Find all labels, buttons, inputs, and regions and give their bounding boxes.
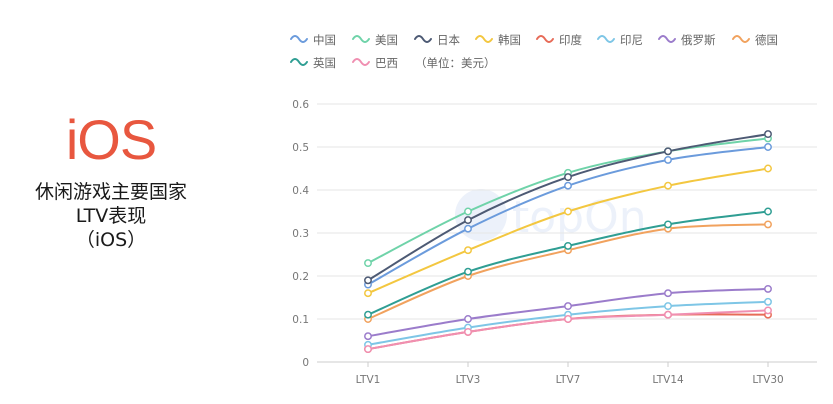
grid [317,103,817,363]
series-6 [364,284,772,341]
y-tick-label: 0.4 [292,185,309,197]
legend-wave-icon [290,58,308,66]
legend-label: 中国 [313,33,336,47]
y-tick-label: 0.6 [292,99,309,111]
y-tick-label: 0.2 [292,271,309,283]
legend-label: 印度 [559,33,582,47]
legend-wave-icon [414,35,432,43]
watermark-text: topOn [512,192,647,243]
y-tick-label: 0.3 [292,228,309,240]
data-point [664,147,672,156]
legend-label: 英国 [313,56,336,70]
data-point [664,302,672,311]
data-point [764,130,772,139]
data-point [764,284,772,293]
data-point [364,259,372,268]
title-panel: iOS 休闲游戏主要国家 LTV表现 （iOS） [0,110,222,252]
data-point [464,224,472,233]
x-tick-label: LTV30 [752,374,783,386]
data-point [664,310,672,319]
title-line-3: （iOS） [75,229,147,251]
legend-item[interactable]: 俄罗斯 [658,33,716,47]
data-point [364,310,372,319]
series-3 [364,164,772,298]
data-point [464,246,472,255]
title-line-1: 休闲游戏主要国家 [34,181,187,203]
data-point [664,289,672,298]
series-2 [364,130,772,285]
data-point [764,306,772,315]
data-point [564,173,572,182]
data-point [364,289,372,298]
data-point [464,267,472,276]
data-point [764,297,772,306]
data-point [564,315,572,323]
y-axis: 0 0.1 0.2 0.3 0.4 0.5 0.6 [292,99,309,369]
data-point [564,302,572,311]
watermark: topOn [455,189,647,243]
data-point [464,315,472,323]
y-tick-label: 0 [302,357,309,369]
legend-unit-note: （单位：美元） [415,56,496,70]
x-tick-label: LTV7 [556,374,581,386]
series-5 [364,297,772,349]
data-point [464,327,472,336]
title-line-2: LTV表现 [75,205,147,227]
y-tick-label: 0.5 [292,142,309,154]
legend-wave-icon [658,35,676,43]
legend-wave-icon [352,58,370,66]
data-point [764,164,772,173]
series-9 [364,306,772,354]
legend-label: 德国 [755,33,778,47]
ios-logo: iOS [65,108,157,171]
x-tick-label: LTV1 [356,374,381,386]
chart-title: 休闲游戏主要国家 LTV表现 （iOS） [0,180,222,252]
series-8 [364,207,772,319]
data-point [364,345,372,354]
data-point [764,207,772,216]
legend-item[interactable]: 德国 [732,33,778,47]
data-point [564,241,572,250]
x-tick-label: LTV3 [456,374,481,386]
data-point [364,276,372,285]
data-point [364,332,372,341]
legend-item[interactable]: 巴西 [352,56,398,70]
x-axis: LTV1 LTV3 LTV7 LTV14 LTV30 [356,362,784,386]
legend-label: 美国 [375,33,398,47]
data-point [764,220,772,229]
legend-label: 日本 [437,33,460,47]
legend-wave-icon [290,35,308,43]
legend-wave-icon [732,35,750,43]
series-lines [364,130,772,354]
data-point [664,220,672,229]
legend-wave-icon [597,35,615,43]
legend-label: 巴西 [375,56,398,70]
legend-item[interactable]: 美国 [352,33,398,47]
data-point [564,181,572,190]
legend-item[interactable]: 印尼 [597,33,643,47]
legend-wave-icon [475,35,493,43]
data-point [664,181,672,190]
legend-item[interactable]: 英国 [290,56,336,70]
legend-label: 韩国 [498,33,521,47]
legend-item[interactable]: 印度 [536,33,582,47]
legend-label: 印尼 [620,33,643,47]
legend-wave-icon [352,35,370,43]
data-point [464,207,472,216]
data-point [464,216,472,225]
legend-wave-icon [536,35,554,43]
legend-item[interactable]: 中国 [290,33,336,47]
data-point [764,143,772,151]
x-tick-label: LTV14 [652,374,684,386]
legend-item[interactable]: 日本 [414,33,460,47]
data-point [564,207,572,216]
legend-item[interactable]: 韩国 [475,33,521,47]
legend-label: 俄罗斯 [681,33,716,47]
data-point [664,155,672,164]
y-tick-label: 0.1 [292,314,309,326]
